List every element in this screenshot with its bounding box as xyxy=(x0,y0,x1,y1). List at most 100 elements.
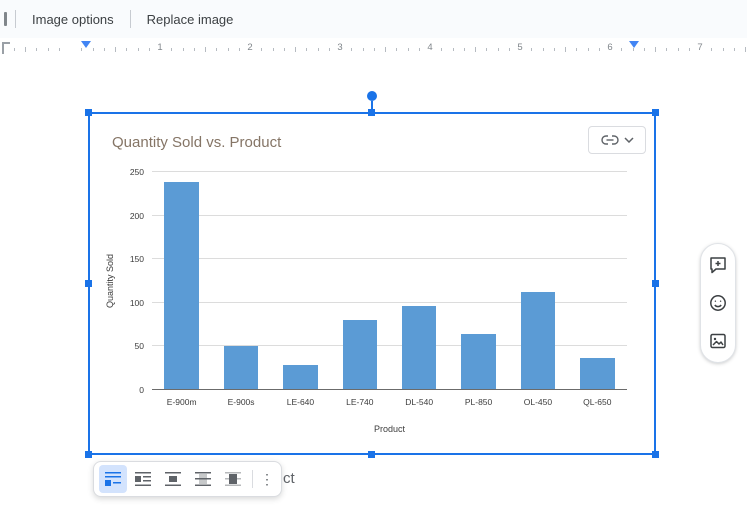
ruler-tick xyxy=(182,48,184,51)
ruler-tick xyxy=(497,48,499,51)
right-margin-marker[interactable] xyxy=(629,41,639,48)
ruler-tick xyxy=(81,48,83,51)
add-comment-button[interactable] xyxy=(706,253,730,277)
ruler-tick xyxy=(238,48,240,51)
resize-handle-top-middle[interactable] xyxy=(368,109,375,116)
ruler-number: 7 xyxy=(697,42,703,53)
gridline xyxy=(152,345,627,347)
x-tick-label: LE-640 xyxy=(286,397,315,407)
ruler-tick xyxy=(475,47,476,52)
linked-chart-button[interactable] xyxy=(588,126,646,154)
left-margin-marker[interactable] xyxy=(81,41,91,48)
resize-handle-top-right[interactable] xyxy=(652,109,659,116)
bar-row xyxy=(152,172,627,390)
ruler-tick xyxy=(306,48,308,51)
ruler-number: 2 xyxy=(247,42,253,53)
link-icon xyxy=(600,135,619,145)
ruler-tick xyxy=(711,48,713,51)
bar-slot xyxy=(152,172,211,390)
bar-PL-850 xyxy=(461,334,496,390)
ruler-tick xyxy=(25,47,26,52)
ruler-tick xyxy=(373,48,375,51)
image-options-button[interactable]: Image options xyxy=(24,7,122,32)
ruler[interactable]: 1 2 3 4 5 6 7 xyxy=(0,38,747,58)
selected-chart-image[interactable]: Quantity Sold vs. Product Quantity Sold … xyxy=(85,91,659,458)
bar-E-900m xyxy=(164,182,199,390)
ruler-tick xyxy=(688,48,690,51)
ruler-tick xyxy=(452,48,454,51)
ruler-number: 5 xyxy=(517,42,523,53)
bar-LE-640 xyxy=(283,364,318,390)
ruler-tick xyxy=(328,48,330,51)
resize-handle-top-left[interactable] xyxy=(85,109,92,116)
wrap-option-break-text[interactable] xyxy=(159,465,187,493)
ruler-tick xyxy=(396,48,398,51)
wrap-option-wrap-text[interactable] xyxy=(129,465,157,493)
text-wrap-toolbar: ⋮ xyxy=(93,461,282,497)
ruler-tick xyxy=(261,48,263,51)
ruler-tick xyxy=(598,48,600,51)
ruler-tick xyxy=(722,48,724,51)
bar-slot xyxy=(390,172,449,390)
resize-handle-middle-right[interactable] xyxy=(652,279,659,287)
bar-OL-450 xyxy=(520,292,556,390)
ruler-tick xyxy=(295,47,296,52)
document-partial-text: ct xyxy=(283,470,295,487)
x-tick-label: OL-450 xyxy=(523,397,553,407)
ruler-number: 1 xyxy=(157,42,163,53)
x-tick-label: E-900s xyxy=(227,397,255,407)
wrap-option-behind-text[interactable] xyxy=(189,465,217,493)
chevron-down-icon xyxy=(623,137,634,143)
ruler-tick xyxy=(418,48,420,51)
y-tick-label: 0 xyxy=(139,385,144,395)
comment-add-icon xyxy=(708,255,728,275)
toolbar-overflow-edge xyxy=(4,12,7,26)
ruler-tick xyxy=(216,48,218,51)
wrap-option-in-front-of-text[interactable] xyxy=(219,465,247,493)
x-axis-title: Product xyxy=(373,424,406,434)
bar-slot xyxy=(330,172,389,390)
resize-handle-bottom-right[interactable] xyxy=(652,451,659,458)
y-tick-label: 200 xyxy=(129,210,144,221)
ruler-tick xyxy=(47,48,49,51)
resize-handle-bottom-left[interactable] xyxy=(85,451,92,458)
x-tick-label: DL-540 xyxy=(405,397,434,407)
rotation-handle[interactable] xyxy=(367,91,377,101)
edit-image-button[interactable] xyxy=(706,329,730,353)
image-toolbar: Image options Replace image xyxy=(0,0,747,38)
wrap-option-in-line[interactable] xyxy=(99,465,127,493)
ruler-tick xyxy=(227,48,229,51)
ruler-tick xyxy=(621,48,623,51)
resize-handle-middle-left[interactable] xyxy=(85,279,92,287)
bar-slot xyxy=(508,172,567,390)
y-tick-label: 100 xyxy=(129,297,144,308)
x-tick-label: LE-740 xyxy=(346,397,374,407)
bar-slot xyxy=(449,172,508,390)
ruler-tick xyxy=(92,48,94,51)
category-row: E-900m E-900s LE-640 LE-740 DL-540 PL-850 OL-4… xyxy=(152,397,627,407)
resize-handle-bottom-middle[interactable] xyxy=(368,451,375,458)
ruler-tick xyxy=(463,48,465,51)
x-tick-label: QL-650 xyxy=(583,397,612,407)
bar-slot xyxy=(271,172,330,390)
behind-text-icon xyxy=(195,472,211,486)
ruler-tick xyxy=(655,47,656,52)
add-emoji-reaction-button[interactable] xyxy=(706,291,730,315)
ruler-tick xyxy=(643,48,645,51)
wrap-inline-icon xyxy=(105,472,121,486)
wrap-text-icon xyxy=(135,472,151,486)
ruler-tick xyxy=(565,47,566,52)
ruler-tick xyxy=(148,48,150,51)
kebab-menu-icon[interactable]: ⋮ xyxy=(260,470,274,487)
plot-area: 0 50 100 150 200 250 xyxy=(130,167,627,395)
y-tick-label: 50 xyxy=(134,341,144,352)
ruler-tick xyxy=(441,48,443,51)
bar-LE-740 xyxy=(342,320,378,390)
ruler-tick xyxy=(205,47,206,52)
ruler-tick xyxy=(508,48,510,51)
replace-image-button[interactable]: Replace image xyxy=(139,7,242,32)
x-tick-label: PL-850 xyxy=(464,397,493,407)
bar-DL-540 xyxy=(401,306,437,390)
y-tick-label: 150 xyxy=(129,254,144,265)
